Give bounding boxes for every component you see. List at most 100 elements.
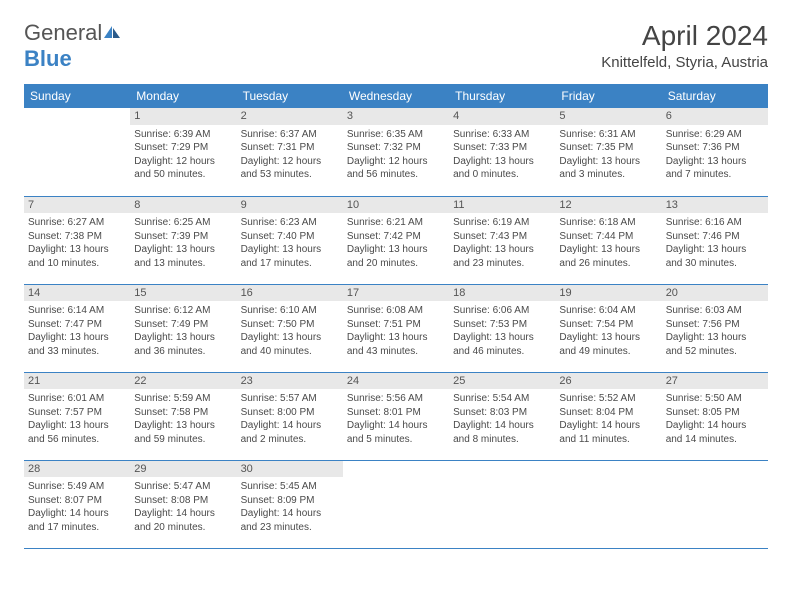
- calendar-week-row: 21Sunrise: 6:01 AMSunset: 7:57 PMDayligh…: [24, 372, 768, 460]
- day2-text: and 40 minutes.: [241, 345, 339, 359]
- day2-text: and 49 minutes.: [559, 345, 657, 359]
- calendar-day-cell: 9Sunrise: 6:23 AMSunset: 7:40 PMDaylight…: [237, 196, 343, 284]
- sunrise-text: Sunrise: 5:49 AM: [28, 480, 126, 494]
- sunset-text: Sunset: 7:58 PM: [134, 406, 232, 420]
- sunrise-text: Sunrise: 6:08 AM: [347, 304, 445, 318]
- logo-sail-icon: [102, 24, 122, 40]
- sunset-text: Sunset: 8:07 PM: [28, 494, 126, 508]
- day-number: 23: [237, 373, 343, 390]
- weekday-header-row: Sunday Monday Tuesday Wednesday Thursday…: [24, 84, 768, 108]
- day1-text: Daylight: 14 hours: [28, 507, 126, 521]
- sunrise-text: Sunrise: 6:33 AM: [453, 128, 551, 142]
- day1-text: Daylight: 13 hours: [453, 331, 551, 345]
- sunset-text: Sunset: 7:49 PM: [134, 318, 232, 332]
- day2-text: and 20 minutes.: [134, 521, 232, 535]
- calendar-day-cell: 30 Sunrise: 5:45 AMSunset: 8:09 PMDayligh…: [237, 460, 343, 548]
- calendar-day-cell: [449, 460, 555, 548]
- day-number: 26: [555, 373, 661, 390]
- day-number: 29: [130, 461, 236, 478]
- day2-text: and 17 minutes.: [241, 257, 339, 271]
- sunset-text: Sunset: 8:01 PM: [347, 406, 445, 420]
- sunrise-text: Sunrise: 6:03 AM: [666, 304, 764, 318]
- day-number: 24: [343, 373, 449, 390]
- calendar-day-cell: 29Sunrise: 5:47 AMSunset: 8:08 PMDayligh…: [130, 460, 236, 548]
- sunset-text: Sunset: 7:40 PM: [241, 230, 339, 244]
- day1-text: Daylight: 13 hours: [666, 331, 764, 345]
- day1-text: Daylight: 13 hours: [666, 155, 764, 169]
- sunset-text: Sunset: 7:51 PM: [347, 318, 445, 332]
- day1-text: Daylight: 13 hours: [559, 243, 657, 257]
- day-number: 14: [24, 285, 130, 302]
- day-number: 17: [343, 285, 449, 302]
- day2-text: and 8 minutes.: [453, 433, 551, 447]
- day-number: 19: [555, 285, 661, 302]
- sunset-text: Sunset: 8:05 PM: [666, 406, 764, 420]
- calendar-day-cell: [555, 460, 661, 548]
- day-number: 9: [237, 197, 343, 214]
- sunset-text: Sunset: 7:31 PM: [241, 141, 339, 155]
- day2-text: and 2 minutes.: [241, 433, 339, 447]
- day-number: 16: [237, 285, 343, 302]
- day2-text: and 23 minutes.: [453, 257, 551, 271]
- day-number: 21: [24, 373, 130, 390]
- day-number: 1: [130, 108, 236, 125]
- day1-text: Daylight: 13 hours: [241, 331, 339, 345]
- day2-text: and 0 minutes.: [453, 168, 551, 182]
- day2-text: and 11 minutes.: [559, 433, 657, 447]
- sunset-text: Sunset: 8:09 PM: [241, 494, 339, 508]
- calendar-day-cell: 2Sunrise: 6:37 AMSunset: 7:31 PMDaylight…: [237, 108, 343, 196]
- calendar-day-cell: 21Sunrise: 6:01 AMSunset: 7:57 PMDayligh…: [24, 372, 130, 460]
- logo-text-1: General: [24, 20, 102, 45]
- day2-text: and 14 minutes.: [666, 433, 764, 447]
- sunset-text: Sunset: 7:36 PM: [666, 141, 764, 155]
- day2-text: and 36 minutes.: [134, 345, 232, 359]
- sunset-text: Sunset: 7:43 PM: [453, 230, 551, 244]
- sunrise-text: Sunrise: 5:59 AM: [134, 392, 232, 406]
- day1-text: Daylight: 14 hours: [241, 419, 339, 433]
- sunrise-text: Sunrise: 5:47 AM: [134, 480, 232, 494]
- sunrise-text: Sunrise: 6:19 AM: [453, 216, 551, 230]
- sunset-text: Sunset: 7:32 PM: [347, 141, 445, 155]
- calendar-day-cell: 6Sunrise: 6:29 AMSunset: 7:36 PMDaylight…: [662, 108, 768, 196]
- day1-text: Daylight: 14 hours: [559, 419, 657, 433]
- sunset-text: Sunset: 8:04 PM: [559, 406, 657, 420]
- weekday-header: Friday: [555, 84, 661, 108]
- day-number: 4: [449, 108, 555, 125]
- day-number: 30: [237, 461, 343, 478]
- day2-text: and 33 minutes.: [28, 345, 126, 359]
- day-number: 18: [449, 285, 555, 302]
- day2-text: and 50 minutes.: [134, 168, 232, 182]
- day2-text: and 5 minutes.: [347, 433, 445, 447]
- logo-text: GeneralBlue: [24, 20, 122, 72]
- day1-text: Daylight: 13 hours: [28, 243, 126, 257]
- day-number: 5: [555, 108, 661, 125]
- sunrise-text: Sunrise: 5:45 AM: [241, 480, 339, 494]
- sunset-text: Sunset: 7:46 PM: [666, 230, 764, 244]
- day1-text: Daylight: 14 hours: [241, 507, 339, 521]
- sunrise-text: Sunrise: 6:27 AM: [28, 216, 126, 230]
- day1-text: Daylight: 13 hours: [241, 243, 339, 257]
- sunset-text: Sunset: 7:56 PM: [666, 318, 764, 332]
- sunrise-text: Sunrise: 5:57 AM: [241, 392, 339, 406]
- calendar-day-cell: 7Sunrise: 6:27 AMSunset: 7:38 PMDaylight…: [24, 196, 130, 284]
- calendar-day-cell: 10Sunrise: 6:21 AMSunset: 7:42 PMDayligh…: [343, 196, 449, 284]
- sunrise-text: Sunrise: 6:21 AM: [347, 216, 445, 230]
- day-number: 28: [24, 461, 130, 478]
- sunrise-text: Sunrise: 6:12 AM: [134, 304, 232, 318]
- day2-text: and 26 minutes.: [559, 257, 657, 271]
- day2-text: and 7 minutes.: [666, 168, 764, 182]
- day1-text: Daylight: 13 hours: [453, 155, 551, 169]
- day1-text: Daylight: 13 hours: [347, 331, 445, 345]
- calendar-week-row: 14Sunrise: 6:14 AMSunset: 7:47 PMDayligh…: [24, 284, 768, 372]
- title-block: April 2024 Knittelfeld, Styria, Austria: [601, 20, 768, 71]
- day1-text: Daylight: 13 hours: [347, 243, 445, 257]
- sunset-text: Sunset: 7:35 PM: [559, 141, 657, 155]
- sunset-text: Sunset: 7:29 PM: [134, 141, 232, 155]
- day2-text: and 10 minutes.: [28, 257, 126, 271]
- day2-text: and 13 minutes.: [134, 257, 232, 271]
- calendar-day-cell: [662, 460, 768, 548]
- sunrise-text: Sunrise: 6:25 AM: [134, 216, 232, 230]
- header: GeneralBlue April 2024 Knittelfeld, Styr…: [24, 20, 768, 72]
- sunrise-text: Sunrise: 5:54 AM: [453, 392, 551, 406]
- calendar-day-cell: 18Sunrise: 6:06 AMSunset: 7:53 PMDayligh…: [449, 284, 555, 372]
